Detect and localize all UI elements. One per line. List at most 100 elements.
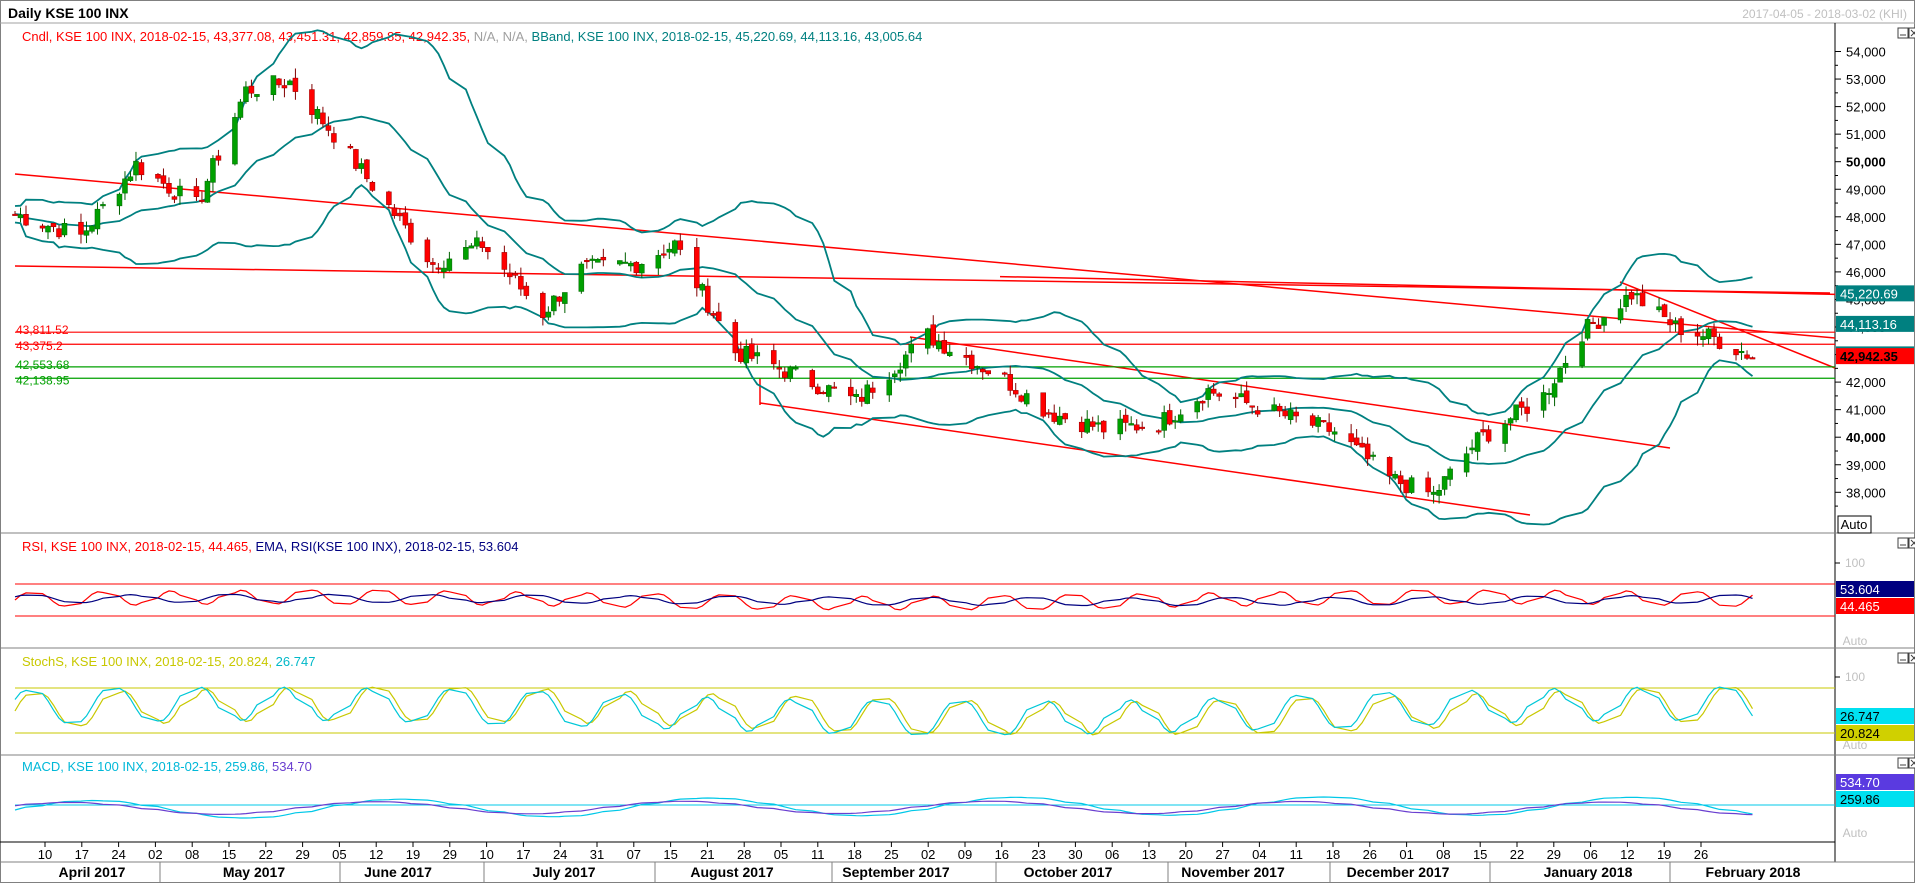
candlesticks bbox=[12, 68, 1756, 504]
candle-body bbox=[589, 258, 596, 261]
candle-body bbox=[325, 125, 332, 131]
month-label: February 2018 bbox=[1706, 864, 1801, 880]
close-icon[interactable] bbox=[1908, 537, 1915, 549]
rsi-tick-100: 100 bbox=[1845, 556, 1865, 570]
candle-body bbox=[138, 162, 145, 176]
month-label: November 2017 bbox=[1181, 864, 1285, 880]
candle-body bbox=[408, 222, 414, 243]
x-tick-label: 29 bbox=[1547, 847, 1561, 862]
close-icon[interactable] bbox=[1908, 652, 1915, 664]
trendline-major bbox=[14, 173, 1836, 339]
candle-body bbox=[177, 185, 183, 197]
candle-body bbox=[1447, 468, 1453, 480]
indicator-value-box bbox=[1836, 791, 1914, 807]
close-icon[interactable] bbox=[1908, 757, 1915, 769]
minimize-icon[interactable] bbox=[1897, 27, 1909, 39]
month-label: August 2017 bbox=[690, 864, 773, 880]
minimize-icon[interactable] bbox=[1897, 757, 1909, 769]
x-tick-label: 12 bbox=[369, 847, 383, 862]
candle-body bbox=[826, 385, 832, 397]
macd-panel-controls[interactable] bbox=[1897, 757, 1915, 769]
candle-body bbox=[974, 366, 980, 369]
x-tick-label: 05 bbox=[332, 847, 346, 862]
candle-body bbox=[1463, 453, 1470, 473]
x-tick-label: 11 bbox=[811, 847, 825, 862]
level-label: 42,138.95 bbox=[16, 373, 70, 387]
rsi-auto-label[interactable]: Auto bbox=[1843, 634, 1868, 648]
candle-body bbox=[1243, 390, 1250, 403]
candle-body bbox=[655, 255, 662, 269]
candle-body bbox=[204, 180, 211, 203]
candle-body bbox=[1694, 332, 1701, 337]
candle-body bbox=[309, 89, 315, 115]
price-panel-controls[interactable] bbox=[1897, 27, 1915, 39]
close-icon[interactable] bbox=[1908, 27, 1915, 39]
price-value-label: 42,942.35 bbox=[1840, 349, 1898, 364]
price-tick-label: 39,000 bbox=[1846, 458, 1886, 473]
price-value-box bbox=[1836, 315, 1914, 332]
level-label: 43,811.52 bbox=[16, 323, 69, 337]
candle-body bbox=[1700, 336, 1706, 340]
candle-body bbox=[551, 295, 557, 312]
macd-series bbox=[14, 796, 1753, 819]
candle-body bbox=[1430, 491, 1437, 495]
candle-body bbox=[1661, 304, 1668, 318]
candle-body bbox=[771, 350, 777, 365]
indicator-value-label: 26.747 bbox=[1840, 709, 1880, 724]
candle-body bbox=[908, 343, 915, 354]
candle-body bbox=[441, 267, 447, 272]
candle-body bbox=[848, 386, 854, 397]
rsi-value-labels: 53.604 44.465 bbox=[1836, 581, 1914, 614]
minimize-icon[interactable] bbox=[1897, 537, 1909, 549]
date-range: 2017-04-05 - 2018-03-02 (KHI) bbox=[1742, 7, 1907, 21]
candle-body bbox=[820, 392, 827, 395]
candle-body bbox=[639, 264, 645, 274]
candle-body bbox=[1128, 423, 1134, 426]
stoch-panel-controls[interactable] bbox=[1897, 652, 1915, 664]
x-tick-label: 28 bbox=[737, 847, 751, 862]
candle-body bbox=[270, 75, 277, 95]
price-tick-label: 42,000 bbox=[1846, 375, 1886, 390]
price-value-label: 44,113.16 bbox=[1840, 317, 1897, 332]
macd-value-labels: 534.70 259.86 bbox=[1836, 774, 1914, 807]
x-tick-label: 26 bbox=[1363, 847, 1377, 862]
candle-body bbox=[1139, 426, 1145, 429]
candle-body bbox=[1557, 367, 1563, 383]
candle-body bbox=[930, 324, 936, 346]
candle-body bbox=[1469, 447, 1475, 451]
candle-body bbox=[831, 386, 838, 389]
price-tick-label: 46,000 bbox=[1846, 265, 1886, 280]
candle-body bbox=[1238, 393, 1244, 398]
rsi-panel-controls[interactable] bbox=[1897, 537, 1915, 549]
stoch-auto-label[interactable]: Auto bbox=[1843, 738, 1868, 752]
channel-lower bbox=[759, 402, 1531, 516]
candle-body bbox=[193, 186, 200, 197]
candle-body bbox=[23, 214, 29, 226]
candle-body bbox=[1584, 319, 1591, 339]
price-legend-bband: BBand, KSE 100 INX, 2018-02-15, 45,220.6… bbox=[532, 29, 923, 44]
candle-body bbox=[892, 373, 898, 377]
candle-body bbox=[1386, 457, 1393, 477]
candle-body bbox=[1634, 293, 1640, 296]
candle-body bbox=[1320, 420, 1327, 423]
stoch-legend-d: 26.747 bbox=[276, 654, 316, 669]
x-tick-label: 10 bbox=[38, 847, 52, 862]
x-tick-label: 08 bbox=[185, 847, 199, 862]
macd-auto-label[interactable]: Auto bbox=[1843, 826, 1868, 840]
candle-body bbox=[924, 328, 931, 349]
candle-body bbox=[89, 225, 95, 232]
price-legend-na: N/A, N/A, bbox=[474, 29, 532, 44]
candle-body bbox=[1155, 430, 1162, 433]
candle-body bbox=[314, 109, 321, 119]
x-tick-label: 06 bbox=[1105, 847, 1119, 862]
price-auto-button[interactable] bbox=[1837, 515, 1872, 534]
candle-body bbox=[743, 346, 750, 364]
candle-body bbox=[1623, 294, 1629, 308]
minimize-icon[interactable] bbox=[1897, 652, 1909, 664]
x-tick-label: 31 bbox=[590, 847, 604, 862]
stoch-value-labels: 26.747 20.824 bbox=[1836, 708, 1914, 741]
candle-body bbox=[1518, 401, 1525, 408]
stoch-series bbox=[14, 686, 1754, 736]
